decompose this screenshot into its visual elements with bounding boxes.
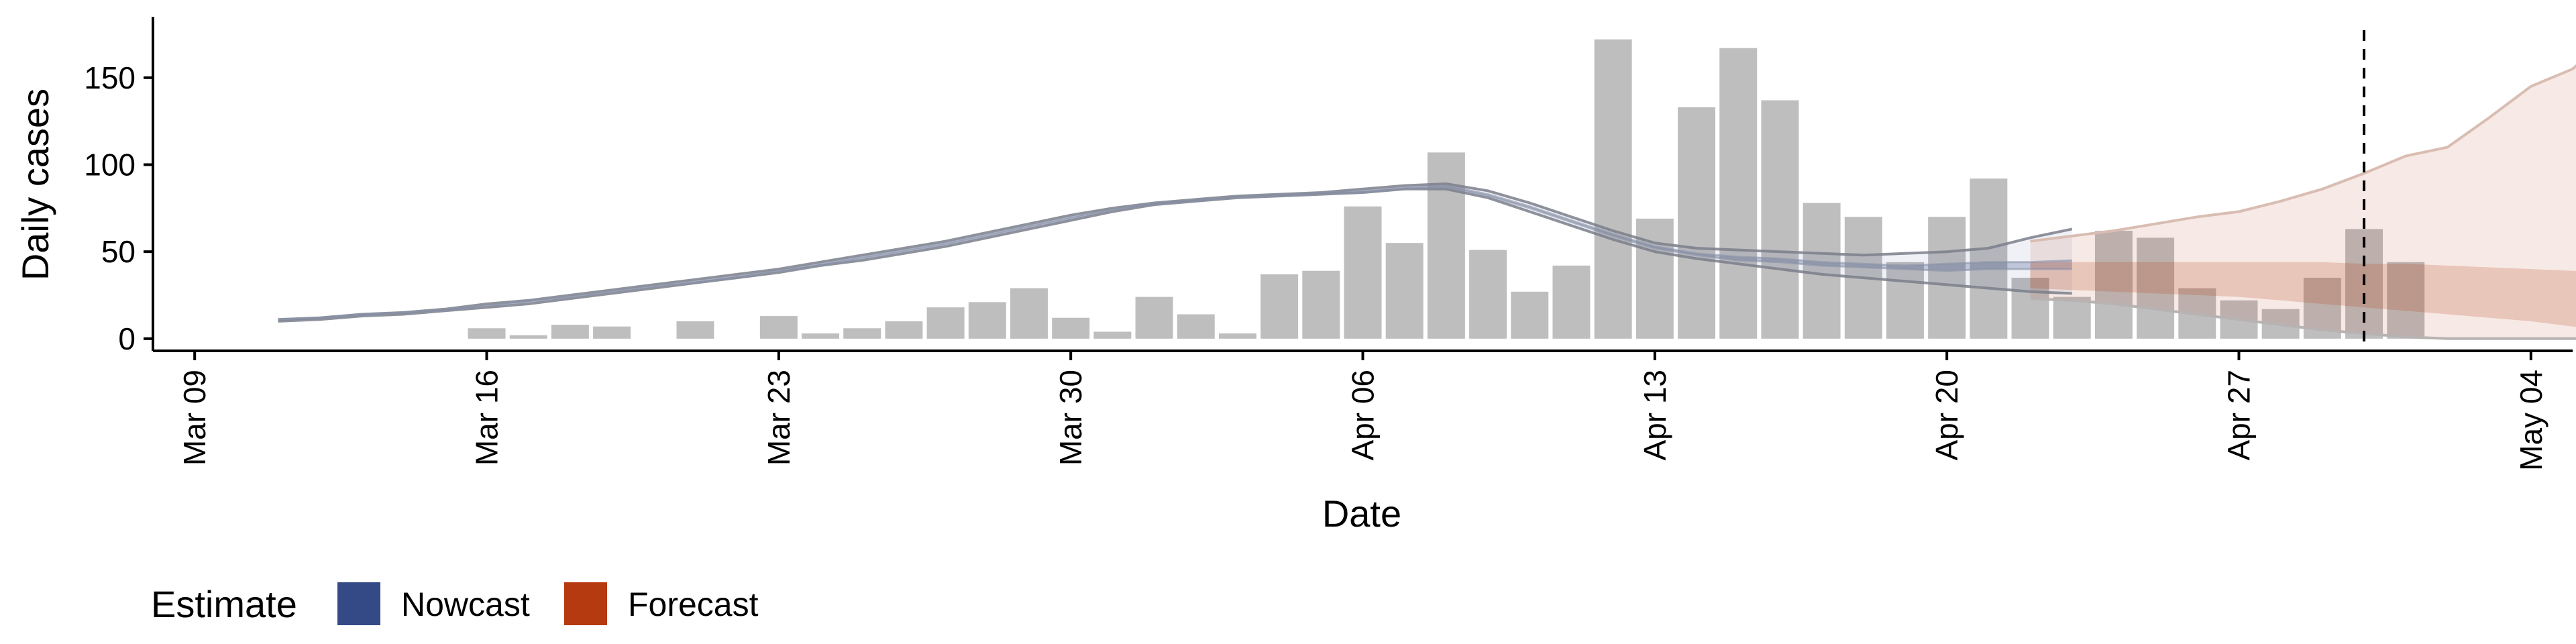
bar bbox=[2011, 278, 2049, 339]
bar bbox=[1177, 314, 1215, 339]
x-tick-label: Mar 23 bbox=[761, 370, 796, 466]
x-axis-title: Date bbox=[1322, 492, 1401, 535]
bar bbox=[2137, 237, 2175, 339]
y-tick-label: 50 bbox=[101, 234, 136, 269]
bar bbox=[2094, 231, 2133, 339]
bar bbox=[1678, 107, 1716, 339]
bar bbox=[802, 333, 840, 339]
axes-layer: 0 50 100 150 Mar 09 Mar 16 Mar 23 Mar 30 Apr 06 A… bbox=[84, 17, 2573, 471]
bar bbox=[1302, 270, 1340, 339]
nowcast-outer-band bbox=[278, 184, 2072, 321]
legend-title: Estimate bbox=[151, 583, 297, 625]
legend-label-nowcast: Nowcast bbox=[401, 586, 530, 623]
bar bbox=[1385, 243, 1424, 339]
x-tick-label: Mar 30 bbox=[1053, 370, 1088, 466]
x-tick-label: Mar 09 bbox=[177, 370, 212, 466]
bar bbox=[1052, 317, 1090, 339]
bar bbox=[1761, 100, 1799, 339]
forecast-lower-line bbox=[2030, 297, 2576, 340]
bar bbox=[676, 321, 714, 339]
forecast-upper-line bbox=[2030, 64, 2576, 243]
legend: Estimate Nowcast Forecast bbox=[151, 582, 759, 625]
bar bbox=[1511, 291, 1549, 339]
bar bbox=[593, 326, 631, 339]
bar bbox=[1344, 206, 1382, 339]
bar bbox=[1803, 203, 1841, 339]
bar bbox=[1260, 274, 1299, 339]
x-tick-label: Apr 20 bbox=[1929, 370, 1964, 461]
bar bbox=[1218, 333, 1256, 339]
lines-layer bbox=[278, 64, 2576, 340]
forecast-inner-band bbox=[2030, 262, 2576, 327]
legend-label-forecast: Forecast bbox=[628, 586, 759, 623]
bar bbox=[1635, 218, 1674, 339]
bar bbox=[551, 325, 589, 339]
x-tick-label: Apr 06 bbox=[1346, 370, 1381, 461]
legend-swatch-forecast bbox=[564, 582, 607, 625]
x-tick-label: Mar 16 bbox=[470, 370, 504, 466]
bar bbox=[1552, 265, 1591, 339]
x-tick-label: Apr 13 bbox=[1638, 370, 1672, 461]
bar bbox=[1135, 297, 1173, 339]
bar bbox=[468, 328, 506, 339]
bar bbox=[759, 316, 798, 339]
x-tick-label: Apr 27 bbox=[2221, 370, 2256, 461]
bar bbox=[843, 328, 881, 339]
y-tick-label: 150 bbox=[84, 60, 136, 95]
bar bbox=[885, 321, 923, 339]
bar bbox=[509, 335, 547, 339]
bar bbox=[1928, 217, 1966, 339]
legend-swatch-nowcast bbox=[337, 582, 380, 625]
bar bbox=[1093, 331, 1132, 339]
bands-layer bbox=[278, 66, 2576, 339]
y-tick-label: 0 bbox=[118, 321, 136, 356]
x-tick-label: May 04 bbox=[2514, 370, 2548, 471]
forecast-outer-band bbox=[2030, 66, 2576, 339]
bar bbox=[2053, 297, 2091, 339]
bar bbox=[1719, 48, 1758, 339]
bar bbox=[1010, 288, 1048, 339]
bar bbox=[1594, 39, 1632, 339]
bar bbox=[968, 302, 1006, 339]
bar bbox=[1970, 178, 2008, 339]
bar bbox=[1469, 250, 1507, 339]
bar bbox=[1427, 152, 1465, 339]
bar bbox=[926, 307, 965, 339]
y-axis-title: Daily cases bbox=[14, 89, 56, 280]
nowcast-median-lower-line bbox=[278, 186, 2072, 321]
bar bbox=[1886, 262, 1924, 339]
bars-layer bbox=[468, 39, 2425, 339]
y-tick-label: 100 bbox=[84, 147, 136, 182]
bar bbox=[2387, 262, 2425, 339]
